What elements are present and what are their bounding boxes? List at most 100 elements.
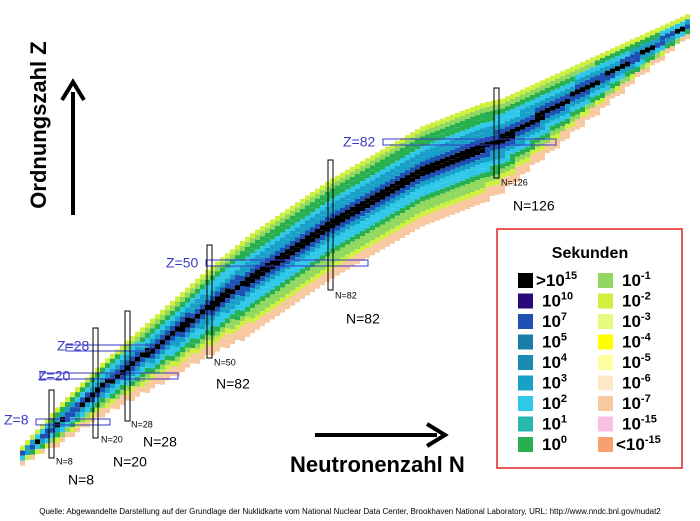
nuclide-cell xyxy=(340,237,345,243)
nuclide-cell xyxy=(455,207,460,213)
nuclide-cell xyxy=(555,138,560,144)
nuclide-cell xyxy=(125,395,130,401)
nuclide-cell xyxy=(555,118,560,124)
nuclide-cell xyxy=(150,318,155,324)
nuclide-cell xyxy=(520,129,525,135)
nuclide-cell xyxy=(560,116,565,122)
nuclide-cell xyxy=(190,338,195,344)
nuclide-cell xyxy=(260,261,265,267)
nuclide-cell xyxy=(430,212,435,218)
nuclide-cell xyxy=(620,73,625,79)
nuclide-cell xyxy=(180,307,185,312)
nuclide-cell xyxy=(270,244,275,250)
nuclide-cell xyxy=(475,175,480,181)
legend-exp: -5 xyxy=(641,352,651,364)
nuclide-cell xyxy=(535,82,540,88)
nuclide-cell xyxy=(370,245,375,251)
nuclide-cell xyxy=(175,346,180,352)
nuclide-cell xyxy=(165,350,170,356)
nuclide-cell xyxy=(345,244,350,250)
nuclide-cell xyxy=(430,217,435,223)
nuclide-cell xyxy=(485,117,490,122)
nuclide-cell xyxy=(155,324,160,330)
nuclide-cell xyxy=(320,210,325,216)
nuclide-cell xyxy=(400,213,405,218)
nuclide-cell xyxy=(585,79,590,85)
nuclide-cell xyxy=(620,83,625,89)
nuclide-cell xyxy=(495,104,500,110)
nuclide-cell xyxy=(180,322,185,327)
nuclide-cell xyxy=(180,327,185,332)
nuclide-cell xyxy=(565,98,570,104)
nuclide-cell xyxy=(485,182,490,187)
nuclide-cell xyxy=(380,194,385,200)
nuclide-cell xyxy=(350,191,355,197)
nuclide-cell xyxy=(370,250,375,256)
nuclide-cell xyxy=(475,160,480,166)
nuclide-cell xyxy=(545,138,550,144)
nuclide-cell xyxy=(540,155,545,161)
nuclide-cell xyxy=(595,100,600,106)
nuclide-cell xyxy=(520,124,525,130)
nuclide-cell xyxy=(575,74,580,80)
nuclide-cell xyxy=(290,255,295,261)
nuclide-cell xyxy=(435,125,440,131)
nuclide-cell xyxy=(580,117,585,123)
nuclide-cell xyxy=(80,392,85,398)
nuclide-cell xyxy=(455,202,460,208)
nuclide-cell xyxy=(305,265,310,271)
nuclide-cell xyxy=(440,183,445,189)
nuclide-cell xyxy=(245,266,250,272)
nuclide-cell xyxy=(165,330,170,336)
nuclide-cell xyxy=(230,339,235,345)
nuclide-cell xyxy=(450,114,455,120)
nuclide-cell xyxy=(100,362,105,368)
nuclide-cell xyxy=(220,272,225,278)
nuclide-cell xyxy=(635,47,640,52)
nuclide-cell xyxy=(375,152,380,158)
nuclide-cell xyxy=(400,193,405,198)
nuclide-cell xyxy=(355,169,360,174)
nuclide-cell xyxy=(495,124,500,130)
nuclide-cell xyxy=(170,360,175,366)
legend-exp: -15 xyxy=(645,434,661,446)
nuclide-cell xyxy=(255,244,260,250)
nuclide-cell xyxy=(660,30,665,36)
nuclide-cell xyxy=(350,176,355,182)
nuclide-cell xyxy=(265,277,270,283)
nuclide-cell xyxy=(460,150,465,156)
nuclide-cell xyxy=(85,412,90,418)
nuclide-cell xyxy=(380,204,385,210)
nuclide-cell xyxy=(685,19,690,25)
nuclide-cell xyxy=(195,338,200,344)
nuclide-cell xyxy=(500,163,505,169)
nuclide-cell xyxy=(570,126,575,132)
nuclide-cell xyxy=(385,191,390,197)
nuclide-cell xyxy=(300,273,305,279)
nuclide-cell xyxy=(105,363,110,369)
nuclide-cell xyxy=(535,102,540,108)
nuclide-cell xyxy=(375,162,380,168)
nuclide-cell xyxy=(75,387,80,393)
nuclide-cell xyxy=(680,36,685,42)
nuclide-cell xyxy=(615,61,620,67)
nuclide-cell xyxy=(140,377,145,383)
nuclide-cell xyxy=(380,184,385,190)
nuclide-cell xyxy=(585,104,590,110)
nuclide-cell xyxy=(65,427,70,433)
nuclide-cell xyxy=(455,122,460,128)
nuclide-cell xyxy=(470,152,475,157)
nuclide-cell xyxy=(450,194,455,200)
nuclide-cell xyxy=(115,389,120,395)
nuclide-cell xyxy=(240,301,245,306)
nuclide-cell xyxy=(305,235,310,241)
nuclide-cell xyxy=(425,129,430,135)
nuclide-cell xyxy=(465,189,470,194)
nuclide-cell xyxy=(320,200,325,206)
nuclide-cell xyxy=(505,141,510,147)
nuclide-cell xyxy=(265,242,270,248)
nuclide-cell xyxy=(475,165,480,171)
nuclide-cell xyxy=(600,93,605,98)
nuclide-cell xyxy=(280,292,285,298)
nuclide-cell xyxy=(260,246,265,252)
